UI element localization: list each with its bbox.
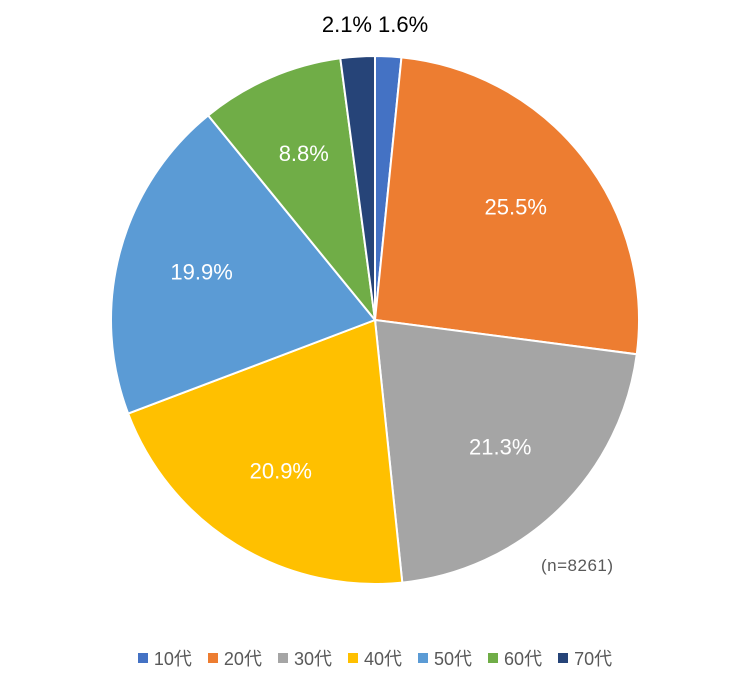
- sample-size-note: (n=8261): [541, 556, 614, 575]
- legend-item-60代: 60代: [488, 645, 542, 671]
- legend-swatch: [137, 653, 148, 663]
- pie-slice-60代: [206, 57, 377, 324]
- slice-label-60代: 8.8%: [279, 141, 329, 166]
- slice-label-70代: 2.1%: [322, 12, 372, 37]
- legend-item-20代: 20代: [207, 645, 262, 671]
- pie-slice-70代: [339, 54, 376, 321]
- legend-swatch: [207, 653, 218, 663]
- legend-item-10代: 10代: [137, 645, 192, 671]
- legend-item-30代: 30代: [277, 645, 332, 671]
- legend-swatch: [418, 653, 429, 663]
- legend-label: 50代: [434, 649, 473, 669]
- legend-swatch: [277, 653, 288, 663]
- slice-label-40代: 20.9%: [250, 459, 312, 484]
- slice-label-30代: 21.3%: [469, 434, 531, 459]
- legend-item-50代: 50代: [418, 645, 472, 671]
- legend-swatch: [558, 653, 569, 663]
- legend-label: 30代: [293, 649, 332, 669]
- legend-label: 10代: [153, 649, 192, 669]
- legend-swatch: [347, 653, 358, 663]
- legend-label: 60代: [504, 649, 543, 669]
- legend-swatch: [488, 653, 499, 663]
- pie-slice-30代: [373, 318, 638, 584]
- legend-label: 40代: [363, 649, 403, 669]
- legend-item-40代: 40代: [347, 645, 403, 671]
- legend-label: 20代: [223, 649, 262, 669]
- pie-slice-40代: [126, 318, 404, 585]
- pie-slice-50代: [110, 114, 377, 415]
- pie-slice-20代: [373, 56, 640, 356]
- legend: 10代 20代 30代 40代 50代 60代 70代: [0, 645, 750, 671]
- legend-label: 70代: [574, 649, 613, 669]
- slice-label-20代: 25.5%: [485, 194, 547, 219]
- slice-labels: 1.6% 25.5% 21.3% 20.9% 19.9% 8.8% 2.1%: [170, 12, 546, 484]
- slice-label-10代: 1.6%: [378, 12, 428, 37]
- slice-label-50代: 19.9%: [170, 259, 232, 284]
- pie-slices: [110, 54, 640, 585]
- legend-item-70代: 70代: [558, 645, 612, 671]
